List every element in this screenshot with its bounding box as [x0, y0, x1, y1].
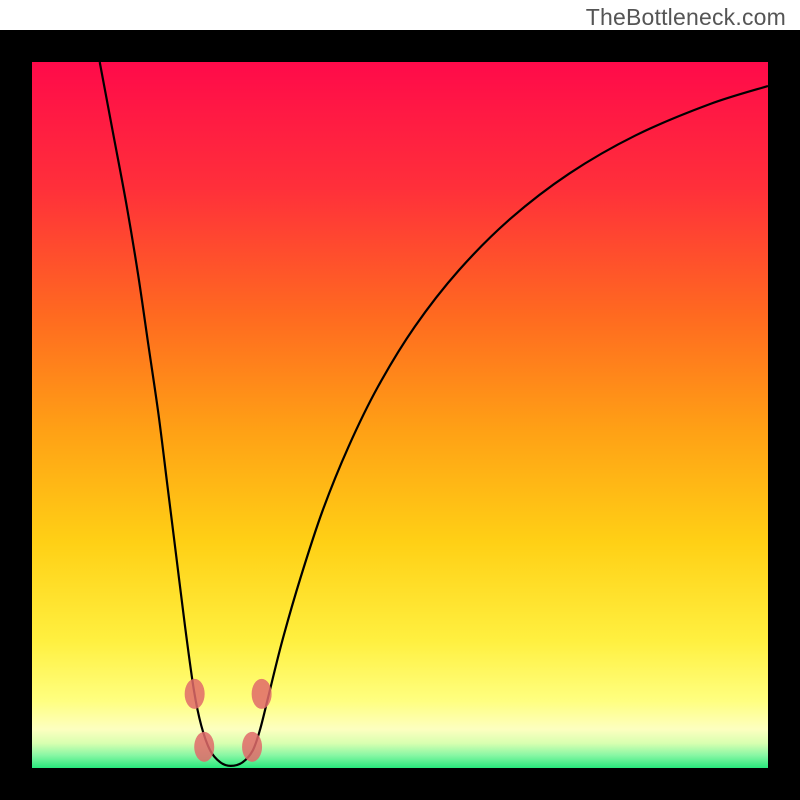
- watermark-text: TheBottleneck.com: [586, 4, 786, 31]
- chart-frame: [0, 30, 800, 800]
- chart-container: TheBottleneck.com: [0, 0, 800, 800]
